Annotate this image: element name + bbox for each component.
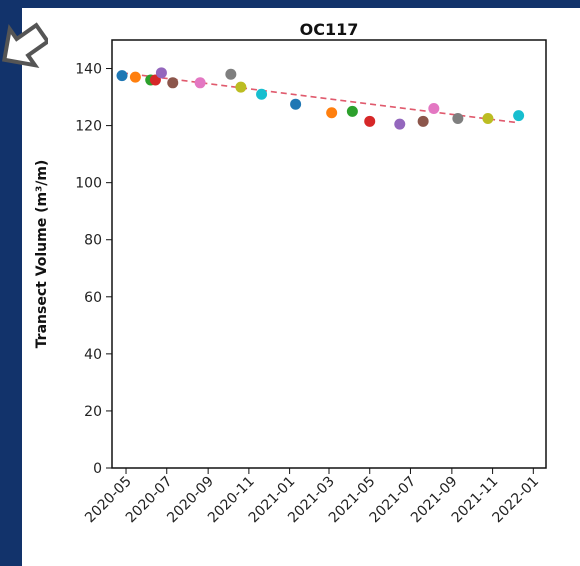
data-point xyxy=(116,70,128,82)
y-tick-label: 100 xyxy=(75,176,102,192)
y-tick-label: 40 xyxy=(84,347,102,363)
data-point xyxy=(256,88,268,100)
plot-frame xyxy=(111,39,547,469)
chart-title: OC117 xyxy=(300,20,359,39)
data-point xyxy=(290,98,302,110)
y-ticks: 0 20 40 60 80 100 120 140 xyxy=(75,62,112,477)
y-tick-label: 0 xyxy=(93,461,102,477)
data-point xyxy=(346,105,358,117)
data-point xyxy=(394,118,406,130)
data-point xyxy=(225,68,237,80)
data-point xyxy=(452,112,464,124)
y-tick-label: 120 xyxy=(75,119,102,135)
data-point xyxy=(417,115,429,127)
data-point xyxy=(482,112,494,124)
y-tick-label: 20 xyxy=(84,404,102,420)
chart-panel xyxy=(22,8,580,566)
data-point xyxy=(155,67,167,79)
y-tick-label: 140 xyxy=(75,62,102,78)
arrow-icon xyxy=(2,22,48,68)
x-ticks: 2020-052020-072020-092020-112021-012021-… xyxy=(82,468,542,526)
data-point xyxy=(513,110,525,122)
data-point xyxy=(364,115,376,127)
y-tick-label: 60 xyxy=(84,290,102,306)
data-point xyxy=(235,81,247,93)
y-tick-label: 80 xyxy=(84,233,102,249)
data-point xyxy=(326,107,338,119)
data-points xyxy=(116,67,525,130)
data-point xyxy=(194,77,206,89)
y-axis-label: Transect Volume (m³/m) xyxy=(34,160,50,349)
trend-line xyxy=(121,72,519,124)
data-point xyxy=(129,71,141,83)
data-point xyxy=(428,102,440,114)
data-point xyxy=(167,77,179,89)
